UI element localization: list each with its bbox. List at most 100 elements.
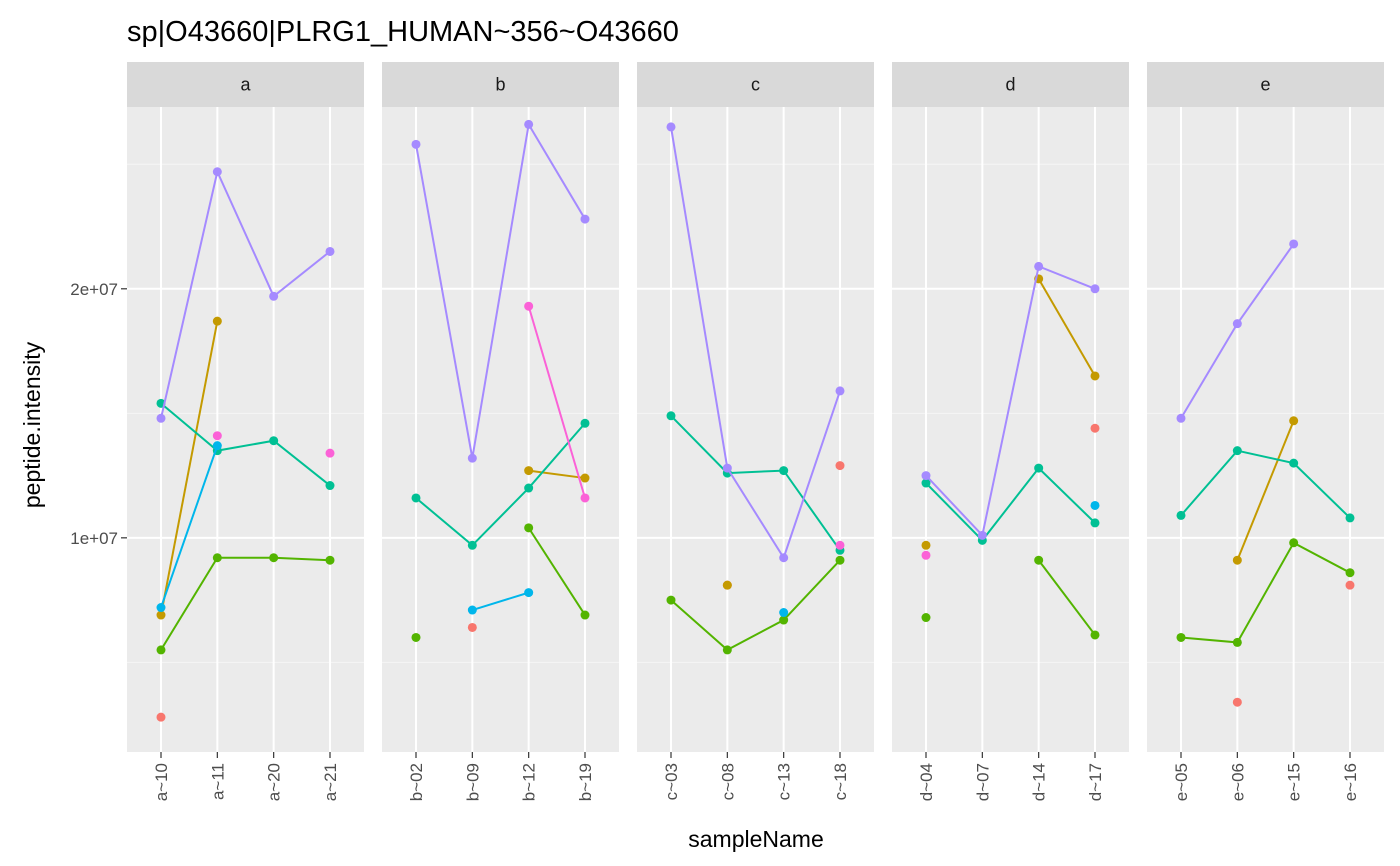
data-point: [212, 553, 222, 563]
data-point: [467, 605, 477, 615]
x-tick-label: c~18: [831, 763, 850, 800]
data-point: [1289, 458, 1299, 468]
facet-strip: [1147, 62, 1384, 107]
data-point: [524, 301, 534, 311]
series-line: [670, 415, 841, 551]
series-line: [160, 320, 219, 616]
facet-panel-d: d d~04 d~07 d~14 d~17: [892, 62, 1129, 801]
data-point: [1034, 463, 1044, 473]
series-line: [1037, 559, 1096, 636]
data-point: [1289, 416, 1299, 426]
x-tick-label: a~10: [152, 763, 171, 801]
series-line: [160, 445, 219, 608]
data-point: [1345, 513, 1355, 523]
data-point: [325, 246, 335, 256]
x-tick-label: d~14: [1030, 763, 1049, 801]
data-point: [977, 530, 987, 540]
facet-panel-a: a a~10 a~11 a~20 a~21: [127, 62, 364, 801]
data-point: [1345, 580, 1355, 590]
x-tick-label: a~20: [265, 763, 284, 801]
y-axis-title: peptide.intensity: [19, 341, 45, 508]
data-point: [1090, 500, 1100, 510]
x-tick-label: e~15: [1285, 763, 1304, 801]
x-tick-label: b~02: [407, 763, 426, 801]
data-point: [1034, 261, 1044, 271]
facet-strip-label: a: [240, 75, 251, 95]
y-tick-label: 1e+07: [70, 529, 118, 548]
series-line: [415, 422, 586, 547]
data-point: [1232, 446, 1242, 456]
data-point: [921, 471, 931, 481]
data-point: [411, 493, 421, 503]
data-point: [156, 413, 166, 423]
data-point: [1345, 568, 1355, 578]
data-point: [921, 540, 931, 550]
data-point: [467, 453, 477, 463]
data-point: [1034, 555, 1044, 565]
series-line: [528, 469, 586, 480]
data-point: [921, 478, 931, 488]
data-point: [1232, 319, 1242, 329]
data-point: [835, 386, 845, 396]
series-line: [160, 556, 331, 651]
data-point: [835, 555, 845, 565]
facet-strip: [382, 62, 619, 107]
data-point: [1289, 538, 1299, 548]
data-point: [325, 448, 335, 458]
data-point: [156, 712, 166, 722]
data-point: [580, 610, 590, 620]
x-tick-label: c~03: [662, 763, 681, 800]
series-line: [1180, 449, 1351, 519]
data-point: [1090, 284, 1100, 294]
data-point: [524, 119, 534, 129]
facet-strip-label: c: [751, 75, 760, 95]
data-point: [779, 466, 789, 476]
data-point: [666, 595, 676, 605]
data-point: [212, 167, 222, 177]
facet-panel-b: b b~02 b~09 b~12 b~19: [382, 62, 619, 801]
series-line: [472, 591, 529, 612]
panel-background: [637, 107, 874, 752]
data-point: [1090, 630, 1100, 640]
data-point: [666, 411, 676, 421]
data-point: [524, 466, 534, 476]
facet-panel-e: e e~05 e~06 e~15 e~16: [1147, 62, 1384, 801]
y-tick-label: 2e+07: [70, 280, 118, 299]
series-line: [527, 305, 586, 499]
series-line: [415, 121, 586, 459]
data-point: [835, 461, 845, 471]
x-tick-label: e~06: [1228, 763, 1247, 801]
series-line: [1180, 541, 1351, 644]
data-point: [580, 473, 590, 483]
data-point: [325, 481, 335, 491]
facet-panel-c: c c~03 c~08 c~13 c~18: [637, 62, 874, 800]
facet-strip: [637, 62, 874, 107]
x-tick-label: e~05: [1172, 763, 1191, 801]
data-point: [467, 540, 477, 550]
panel-background: [1147, 107, 1384, 752]
data-point: [921, 613, 931, 623]
data-point: [722, 463, 732, 473]
series-line: [670, 559, 841, 652]
data-point: [467, 622, 477, 632]
data-point: [524, 588, 534, 598]
data-point: [1176, 632, 1186, 642]
data-point: [779, 615, 789, 625]
chart-title: sp|O43660|PLRG1_HUMAN~356~O43660: [127, 16, 679, 48]
data-point: [1232, 555, 1242, 565]
series-line: [670, 126, 841, 561]
panel-background: [127, 107, 364, 752]
facet-strip: [127, 62, 364, 107]
x-tick-label: e~16: [1341, 763, 1360, 801]
data-point: [411, 632, 421, 642]
series-line: [1037, 278, 1096, 377]
data-point: [269, 291, 279, 301]
data-point: [580, 214, 590, 224]
data-point: [722, 645, 732, 655]
data-point: [212, 316, 222, 326]
data-point: [212, 431, 222, 441]
data-point: [1176, 413, 1186, 423]
panel-background: [892, 107, 1129, 752]
series-line: [160, 402, 331, 487]
